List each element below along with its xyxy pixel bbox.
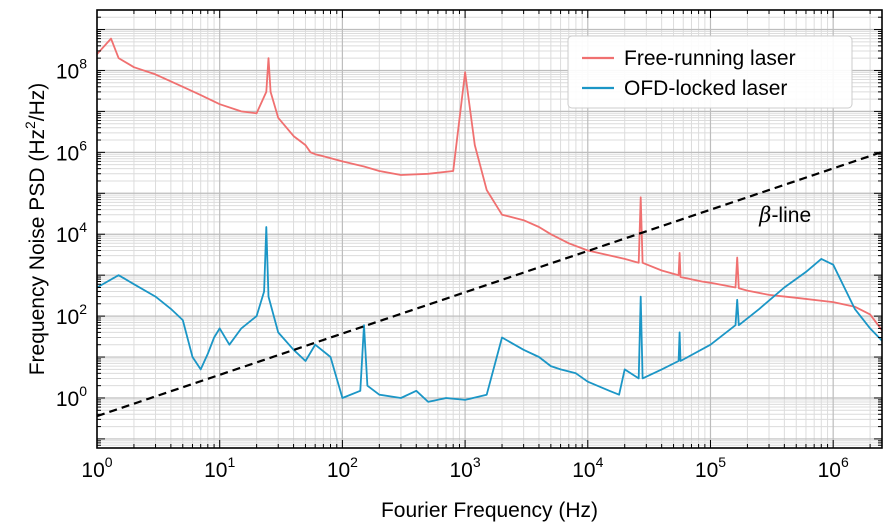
x-tick-label-base: 10 [81,459,104,482]
series-line-ofd-locked-laser [97,226,882,403]
y-axis-title-main: Frequency Noise PSD (Hz [26,129,49,375]
y-tick-label: 100 [56,383,87,411]
axes-frame [96,9,883,449]
y-tick-label-exponent: 8 [79,55,87,71]
series-group [97,37,882,418]
tick-marks [96,9,882,449]
x-tick-label-base: 10 [204,459,227,482]
y-tick-label-base: 10 [56,388,79,411]
legend: Free-running laser OFD-locked laser [567,35,853,109]
y-tick-label-base: 10 [56,306,79,329]
x-axis-title: Fourier Frequency (Hz) [381,499,598,522]
x-tick-label: 104 [572,454,603,482]
x-tick-label-base: 10 [450,459,473,482]
x-tick-label-exponent: 1 [227,454,235,470]
y-tick-label-base: 10 [56,142,79,165]
x-tick-label-exponent: 4 [596,454,604,470]
legend-label: OFD-locked laser [624,77,787,100]
y-tick-label: 104 [56,219,87,247]
x-tick-label-exponent: 6 [841,454,849,470]
y-tick-label-exponent: 0 [79,383,87,399]
y-tick-label: 106 [56,137,87,165]
x-tick-label-exponent: 3 [473,454,481,470]
beta-line-text: -line [771,204,811,227]
y-tick-label-exponent: 2 [79,301,87,317]
y-tick-label-base: 10 [56,224,79,247]
x-tick-label: 102 [327,454,358,482]
x-tick-label: 103 [450,454,481,482]
x-tick-label: 106 [818,454,849,482]
legend-label: Free-running laser [624,47,796,70]
x-tick-label-base: 10 [818,459,841,482]
beta-symbol: β [758,203,771,227]
x-tick-label-exponent: 2 [350,454,358,470]
x-tick-label: 105 [695,454,726,482]
x-tick-label-exponent: 0 [105,454,113,470]
y-tick-label-exponent: 6 [79,137,87,153]
y-tick-label-base: 10 [56,60,79,83]
series-line-free-running-laser [97,37,882,331]
y-tick-label: 108 [56,55,87,83]
beta-line-label: β-line [758,203,811,227]
x-tick-label-base: 10 [327,459,350,482]
plot-area: 100 101 102 103 104 105 106100102104106108β-li… [56,9,883,482]
legend-box [567,35,853,109]
x-tick-label: 100 [81,454,112,482]
y-axis-title-superscript: 2 [22,121,38,129]
grid-lines [96,10,882,448]
y-tick-label-exponent: 4 [79,219,87,235]
y-axis-title-tail: /Hz) [26,83,49,122]
series-line--line [97,150,882,418]
x-tick-label: 101 [204,454,235,482]
y-axis-title: Frequency Noise PSD (Hz2/Hz) [22,83,49,376]
x-tick-label-exponent: 5 [718,454,726,470]
y-tick-label: 102 [56,301,87,329]
x-tick-label-base: 10 [572,459,595,482]
x-tick-label-base: 10 [695,459,718,482]
